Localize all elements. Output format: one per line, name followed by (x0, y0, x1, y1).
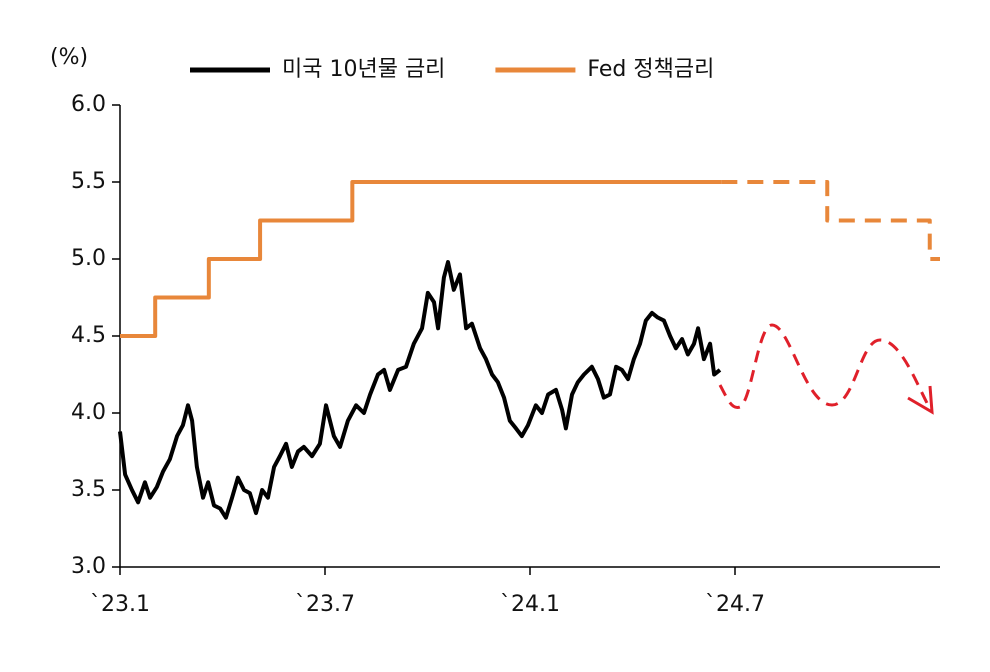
y-tick-label: 3.0 (71, 554, 106, 579)
y-tick-label: 5.5 (71, 169, 106, 194)
y-tick-label: 3.5 (71, 477, 106, 502)
forecast-arrow-head (907, 385, 934, 415)
y-tick-label: 4.0 (71, 400, 106, 425)
x-tick-label: `24.1 (500, 592, 560, 617)
y-axis-label: (%) (50, 45, 88, 70)
legend-label: Fed 정책금리 (587, 57, 714, 82)
series-line (118, 260, 722, 520)
forecast-arrow (718, 323, 930, 410)
x-tick-label: `23.1 (90, 592, 150, 617)
y-tick-label: 4.5 (71, 323, 106, 348)
y-tick-label: 6.0 (71, 92, 106, 117)
series-line (120, 180, 722, 338)
x-tick-label: `24.7 (705, 592, 765, 617)
x-tick-label: `23.7 (295, 592, 355, 617)
series-line (721, 180, 940, 261)
y-tick-label: 5.0 (71, 246, 106, 271)
legend-label: 미국 10년물 금리 (282, 57, 445, 82)
